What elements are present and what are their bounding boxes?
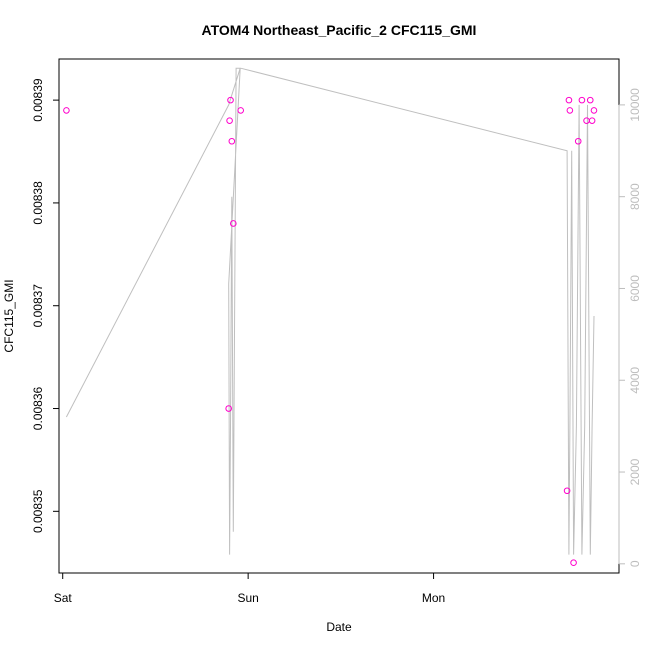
data-point <box>237 107 245 114</box>
y-axis-left: 0.00835 0.00836 0.00837 0.00838 0.00839 <box>31 78 60 533</box>
data-point <box>228 137 236 145</box>
y2-tick-label: 8000 <box>628 183 642 210</box>
data-point <box>63 107 70 114</box>
y-axis-right: 0 2000 4000 6000 8000 10000 <box>618 88 642 567</box>
series-line <box>65 67 595 555</box>
data-point <box>588 117 596 124</box>
y2-tick-label: 10000 <box>628 88 642 122</box>
y-tick-label: 0.00835 <box>31 489 45 533</box>
y2-tick-label: 0 <box>628 560 642 567</box>
data-point <box>574 137 582 145</box>
x-tick-label: Sat <box>54 591 73 605</box>
series-points-layer <box>63 96 598 567</box>
y2-tick-label: 6000 <box>628 275 642 302</box>
data-point <box>583 117 590 124</box>
y-tick-label: 0.00838 <box>31 181 45 225</box>
data-point <box>230 220 237 227</box>
data-point <box>586 96 594 104</box>
data-point <box>565 96 573 104</box>
data-point <box>570 559 577 567</box>
y2-tick-label: 2000 <box>628 458 642 485</box>
data-point <box>225 405 232 412</box>
data-point <box>226 117 233 124</box>
data-point <box>566 107 574 114</box>
x-axis-label: Date <box>326 620 352 634</box>
y-tick-label: 0.00839 <box>31 78 45 122</box>
y-axis-label: CFC115_GMI <box>2 279 16 352</box>
data-point <box>563 487 571 495</box>
y-tick-label: 0.00836 <box>31 387 45 431</box>
y2-tick-label: 4000 <box>628 367 642 394</box>
x-tick-label: Mon <box>422 591 445 605</box>
x-axis: Sat Sun Mon <box>54 572 445 605</box>
data-point <box>590 107 598 114</box>
y-tick-label: 0.00837 <box>31 284 45 328</box>
chart-title: ATOM4 Northeast_Pacific_2 CFC115_GMI <box>202 22 477 38</box>
plot-frame <box>58 58 620 574</box>
series-line-layer <box>65 67 595 555</box>
data-point <box>578 96 586 104</box>
data-point <box>227 96 234 104</box>
x-tick-label: Sun <box>237 591 258 605</box>
